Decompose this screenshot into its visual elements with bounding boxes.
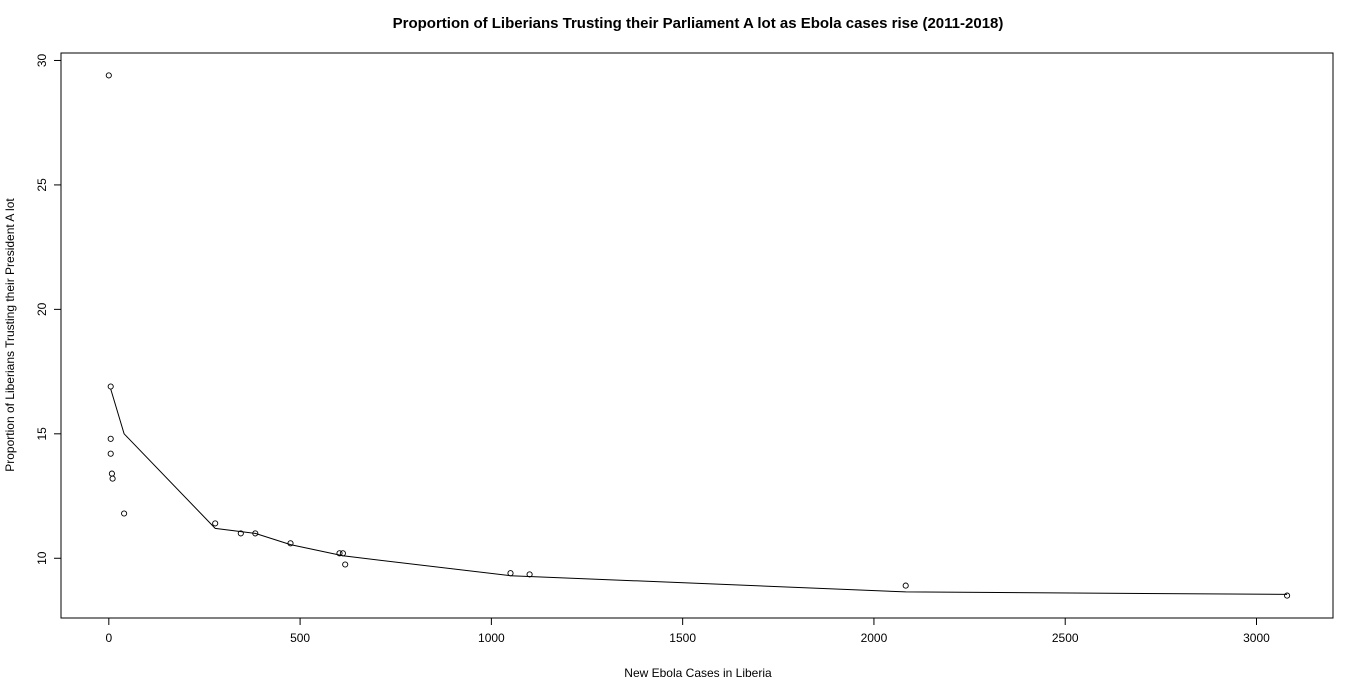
data-point <box>252 530 259 537</box>
y-tick-label: 25 <box>35 178 49 192</box>
data-point <box>342 561 349 568</box>
x-tick-label: 0 <box>105 631 112 645</box>
x-axis-label: New Ebola Cases in Liberia <box>624 666 772 680</box>
data-point <box>105 72 112 79</box>
data-point <box>108 470 115 477</box>
data-point <box>526 571 533 578</box>
x-tick-label: 500 <box>290 631 310 645</box>
y-axis-label: Proportion of Liberians Trusting their P… <box>3 198 17 472</box>
x-tick-label: 2500 <box>1052 631 1079 645</box>
data-point <box>902 582 909 589</box>
data-point <box>121 510 128 517</box>
x-tick-label: 1000 <box>478 631 505 645</box>
data-point <box>287 540 294 547</box>
data-point <box>237 530 244 537</box>
data-point <box>339 550 346 557</box>
data-point <box>107 383 114 390</box>
x-axis: 0 500 1000 1500 2000 2500 3000 <box>105 617 1270 645</box>
x-tick-label: 3000 <box>1243 631 1270 645</box>
data-point <box>507 570 514 577</box>
data-point <box>107 435 114 442</box>
data-point <box>212 520 219 527</box>
chart-title: Proportion of Liberians Trusting their P… <box>393 15 1004 32</box>
x-tick-label: 1500 <box>669 631 696 645</box>
data-points-layer <box>105 72 1291 599</box>
y-axis: 10 15 20 25 30 <box>35 53 62 565</box>
x-tick-label: 2000 <box>861 631 888 645</box>
y-tick-label: 20 <box>35 302 49 316</box>
data-point <box>336 550 343 557</box>
data-point <box>1284 592 1291 599</box>
data-point <box>109 475 116 482</box>
y-tick-label: 15 <box>35 427 49 441</box>
y-tick-label: 30 <box>35 53 49 67</box>
trend-line-layer <box>110 388 1288 595</box>
data-point <box>107 450 114 457</box>
trend-line <box>110 388 1288 595</box>
y-tick-label: 10 <box>35 551 49 565</box>
